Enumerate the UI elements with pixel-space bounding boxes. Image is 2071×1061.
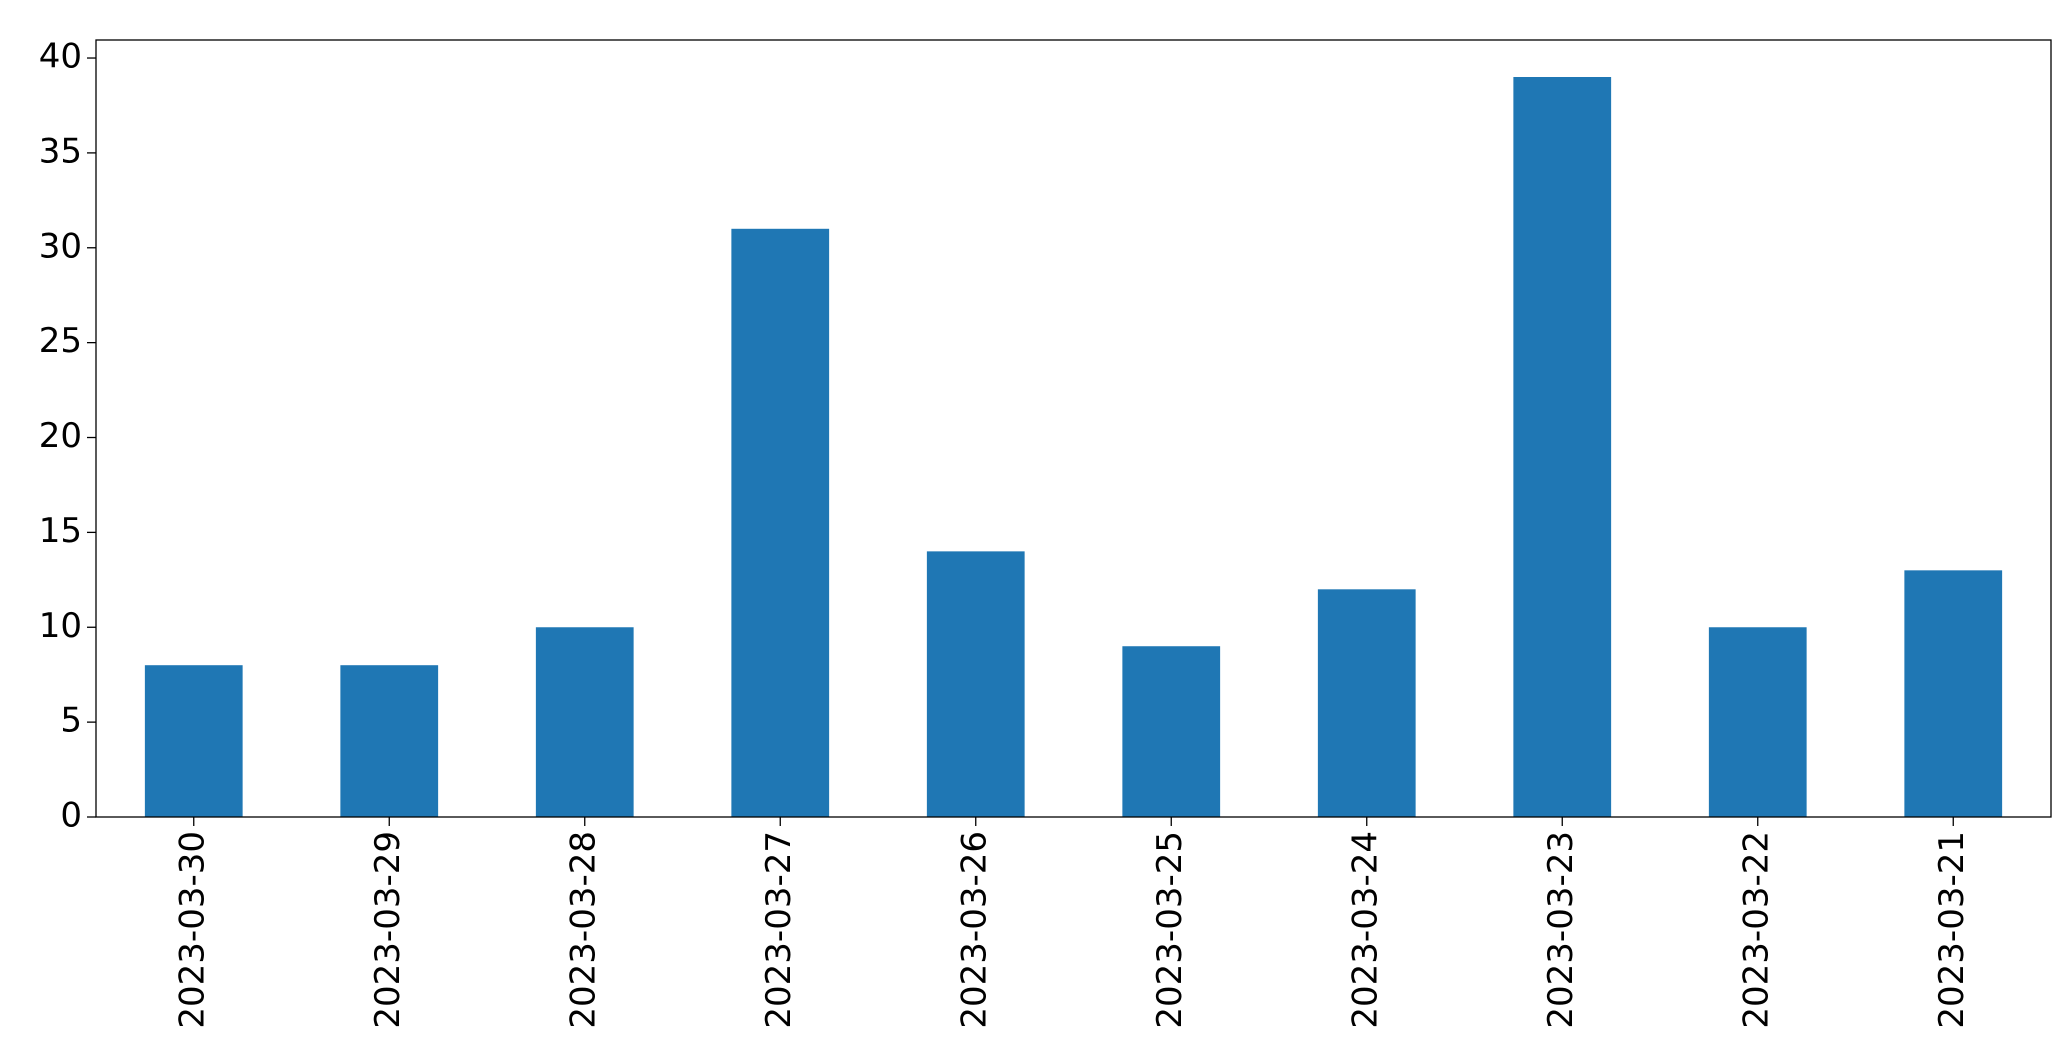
x-tick-label: 2023-03-24: [1345, 831, 1385, 1029]
bar: [1513, 77, 1612, 817]
x-tick-label: 2023-03-28: [563, 831, 603, 1029]
y-tick-label: 30: [39, 226, 82, 266]
y-tick-label: 0: [60, 796, 82, 836]
bar: [535, 627, 634, 817]
y-tick-label: 25: [39, 321, 82, 361]
bar: [1317, 589, 1416, 817]
y-tick-label: 15: [39, 511, 82, 551]
y-tick-label: 5: [60, 701, 82, 741]
x-tick-label: 2023-03-26: [954, 831, 994, 1029]
y-tick-label: 40: [39, 37, 82, 77]
x-tick-label: 2023-03-21: [1932, 831, 1972, 1029]
plot-frame: [95, 39, 2052, 818]
bar: [340, 665, 439, 817]
y-tick-label: 20: [39, 416, 82, 456]
bar: [731, 228, 830, 818]
x-tick-label: 2023-03-27: [759, 831, 799, 1029]
x-tick-label: 2023-03-22: [1736, 831, 1776, 1029]
bar: [1708, 627, 1807, 817]
x-tick-label: 2023-03-25: [1150, 831, 1190, 1029]
bar: [926, 551, 1025, 817]
bar: [144, 665, 243, 817]
x-tick-label: 2023-03-30: [172, 831, 212, 1029]
y-tick-label: 10: [39, 606, 82, 646]
bar: [1122, 646, 1221, 817]
y-tick-label: 35: [39, 131, 82, 171]
x-tick-label: 2023-03-23: [1541, 831, 1581, 1029]
bar: [1904, 570, 2003, 817]
x-tick-label: 2023-03-29: [368, 831, 408, 1029]
